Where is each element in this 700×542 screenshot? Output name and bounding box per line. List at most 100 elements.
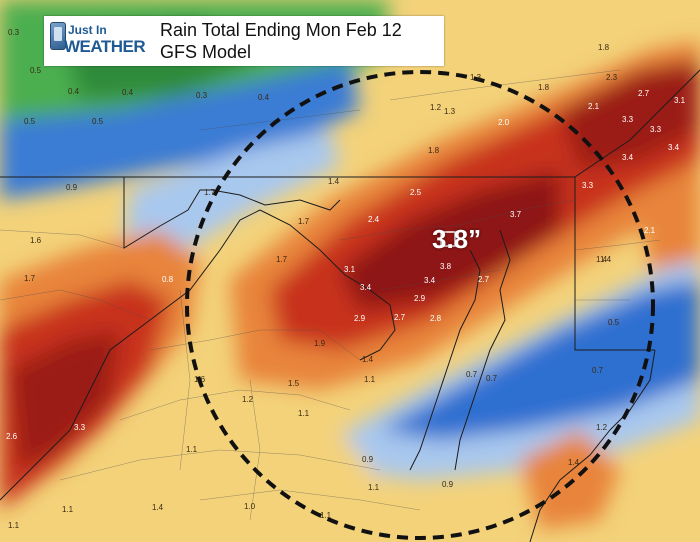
value-label: 1.4 bbox=[600, 255, 612, 264]
value-label: 2.7 bbox=[394, 313, 406, 322]
orange-east bbox=[640, 180, 700, 270]
value-label: 3.3 bbox=[622, 115, 634, 124]
yellow-south bbox=[140, 420, 380, 542]
county-lines bbox=[0, 69, 661, 521]
value-label: 0.7 bbox=[486, 374, 498, 383]
value-label: 1.1 bbox=[8, 521, 20, 530]
value-label: 3.3 bbox=[582, 181, 594, 190]
value-label: 1.3 bbox=[444, 107, 456, 116]
value-label: 3.1 bbox=[674, 96, 686, 105]
value-label: 2.4 bbox=[368, 215, 380, 224]
value-label: 2.9 bbox=[414, 294, 426, 303]
value-label: 1.1 bbox=[368, 483, 380, 492]
value-label: 2.5 bbox=[410, 188, 422, 197]
value-label: 0.5 bbox=[24, 117, 36, 126]
value-label: 1.1 bbox=[320, 511, 332, 520]
value-label: 1.2 bbox=[430, 103, 442, 112]
blue-south bbox=[380, 280, 700, 440]
potomac bbox=[259, 209, 396, 361]
blue-north bbox=[0, 60, 360, 200]
map-subtitle: GFS Model bbox=[160, 42, 252, 62]
value-label: 1.4 bbox=[152, 503, 164, 512]
value-label: 2.7 bbox=[478, 275, 490, 284]
chesapeake-east bbox=[454, 229, 511, 471]
va-wv-ridge bbox=[0, 209, 261, 501]
value-label: 1.7 bbox=[276, 255, 288, 264]
value-label: 3.4 bbox=[424, 276, 436, 285]
value-label: 0.9 bbox=[362, 455, 374, 464]
value-label: 1.7 bbox=[24, 274, 36, 283]
value-label: 2.8 bbox=[430, 314, 442, 323]
value-label: 1.9 bbox=[314, 339, 326, 348]
nj-coast bbox=[574, 69, 700, 178]
value-label: 2.1 bbox=[588, 102, 600, 111]
value-label: 0.3 bbox=[196, 91, 208, 100]
value-label: 1.6 bbox=[30, 236, 42, 245]
value-label: 0.7 bbox=[466, 370, 478, 379]
just-in-weather-logo: Just In WEATHER bbox=[50, 22, 158, 62]
map-title: Rain Total Ending Mon Feb 12 bbox=[160, 20, 402, 40]
state-borders bbox=[0, 69, 700, 542]
phone-icon bbox=[50, 22, 66, 50]
peak-marker bbox=[440, 231, 456, 247]
value-label: 3.4 bbox=[668, 143, 680, 152]
value-label: 0.9 bbox=[66, 183, 78, 192]
value-label: 0.4 bbox=[68, 87, 80, 96]
value-label: 3.3 bbox=[74, 423, 86, 432]
peak-total-label: 3.8” bbox=[432, 224, 482, 254]
value-label: 2.7 bbox=[638, 89, 650, 98]
value-label: 1.1 bbox=[186, 445, 198, 454]
value-label: 1.6 bbox=[194, 375, 206, 384]
value-label: 0.5 bbox=[92, 117, 104, 126]
value-label: 2.3 bbox=[606, 73, 618, 82]
value-label: 0.9 bbox=[442, 480, 454, 489]
value-label: 3.8 bbox=[440, 262, 452, 271]
value-label: 1.8 bbox=[428, 146, 440, 155]
logo-line1: Just In bbox=[68, 23, 107, 37]
value-label: 0.5 bbox=[608, 318, 620, 327]
darkred-west bbox=[10, 330, 120, 470]
value-label: 0.3 bbox=[8, 28, 20, 37]
value-label: 1.7 bbox=[298, 217, 310, 226]
value-label: 0.4 bbox=[122, 88, 134, 97]
value-labels: 0.3 0.5 0.4 0.3 0.5 0.4 0.5 0.4 1.3 1.2 … bbox=[6, 28, 686, 530]
value-label: 1.8 bbox=[538, 83, 550, 92]
value-label: 1.0 bbox=[244, 502, 256, 511]
value-label: 2.6 bbox=[6, 432, 18, 441]
value-label: 1.3 bbox=[470, 73, 482, 82]
darkred-central bbox=[340, 170, 560, 310]
value-label: 1.4 bbox=[596, 255, 608, 264]
orange-south bbox=[520, 430, 620, 530]
value-label: 0.8 bbox=[162, 275, 174, 284]
value-label: 1.2 bbox=[242, 395, 254, 404]
value-label: 0.4 bbox=[258, 93, 270, 102]
value-label: 1.8 bbox=[598, 43, 610, 52]
value-label: 1.7 bbox=[204, 188, 216, 197]
value-label: 1.1 bbox=[298, 409, 310, 418]
focus-circle bbox=[185, 70, 655, 540]
value-label: 2.1 bbox=[644, 226, 656, 235]
value-label: 1.4 bbox=[328, 177, 340, 186]
value-label: 1.4 bbox=[362, 355, 374, 364]
map-header: Just In WEATHER Rain Total Ending Mon Fe… bbox=[44, 16, 444, 66]
chesapeake-west bbox=[409, 249, 481, 471]
darkred-ne bbox=[560, 60, 700, 170]
value-label: 3.4 bbox=[360, 283, 372, 292]
value-label: 3.7 bbox=[510, 210, 522, 219]
value-label: 3.4 bbox=[622, 153, 634, 162]
value-label: 3.1 bbox=[344, 265, 356, 274]
value-label: 1.4 bbox=[568, 458, 580, 467]
value-label: 1.5 bbox=[288, 379, 300, 388]
de-border bbox=[574, 177, 655, 351]
value-label: 2.0 bbox=[498, 118, 510, 127]
value-label: 1.2 bbox=[596, 423, 608, 432]
value-label: 2.9 bbox=[354, 314, 366, 323]
value-label: 0.7 bbox=[592, 366, 604, 375]
wv-border bbox=[123, 177, 341, 249]
value-label: 0.5 bbox=[30, 66, 42, 75]
value-label: 1.1 bbox=[364, 375, 376, 384]
logo-line2: WEATHER bbox=[64, 37, 146, 56]
value-label: 3.3 bbox=[650, 125, 662, 134]
